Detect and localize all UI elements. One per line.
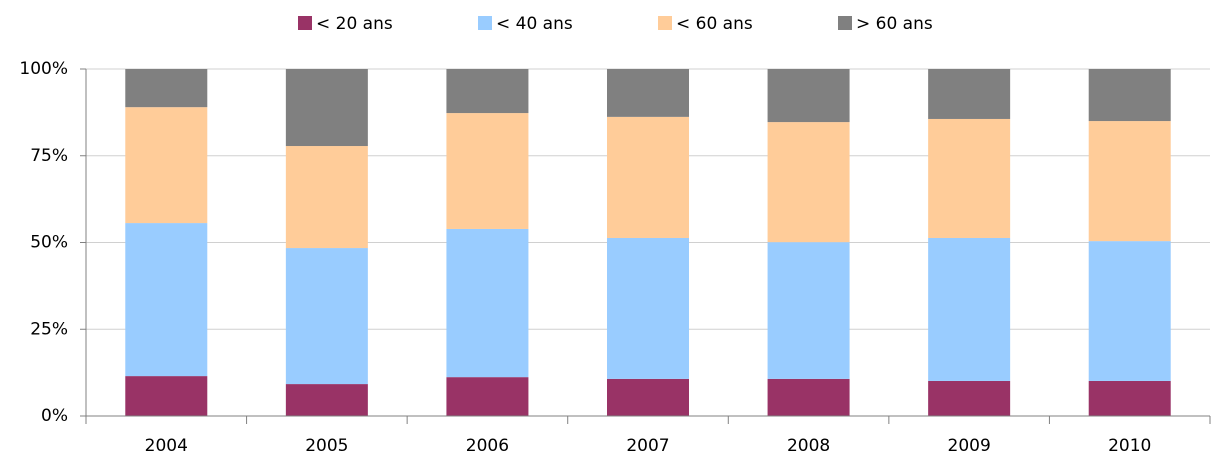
x-tick-label: 2009 (948, 436, 991, 456)
bar-segment (285, 248, 368, 385)
y-tick-label: 0% (41, 406, 68, 426)
bar-segment (125, 223, 208, 377)
bar-segment (446, 377, 529, 416)
x-tick-label: 2010 (1108, 436, 1151, 456)
bar-segment (607, 69, 689, 117)
bar-segment (285, 146, 368, 249)
legend-label: < 20 ans (316, 14, 393, 34)
legend-swatch (478, 16, 492, 30)
bar-segment (125, 69, 208, 108)
x-tick-label: 2005 (305, 436, 348, 456)
legend-swatch (298, 16, 312, 30)
bar-segment (607, 116, 689, 238)
bar-segment (767, 122, 850, 243)
legend-label: < 40 ans (496, 14, 573, 34)
bar-segment (285, 384, 368, 416)
y-tick-label: 75% (30, 146, 68, 166)
bar-segment (125, 376, 208, 416)
x-tick-label: 2008 (787, 436, 830, 456)
legend-swatch (838, 16, 852, 30)
y-tick-label: 100% (19, 59, 68, 79)
bar-segment (446, 228, 529, 378)
legend-label: < 60 ans (676, 14, 753, 34)
bar-segment (285, 69, 368, 147)
legend-label: > 60 ans (856, 14, 933, 34)
bar-segment (1088, 121, 1171, 242)
bar-segment (607, 378, 689, 416)
bar-segment (1088, 241, 1171, 381)
bar-segment (767, 242, 850, 379)
bar-segment (928, 237, 1011, 381)
x-tick-label: 2006 (466, 436, 509, 456)
legend-swatch (658, 16, 672, 30)
y-tick-label: 50% (30, 233, 68, 253)
x-tick-label: 2007 (626, 436, 669, 456)
bar-segment (446, 69, 529, 114)
bar-segment (1088, 69, 1171, 122)
bar-segment (767, 378, 850, 416)
bar-segment (928, 118, 1011, 238)
bar-segment (767, 69, 850, 123)
bar-segment (1088, 380, 1171, 416)
bar-segment (607, 237, 689, 379)
bar-segment (928, 69, 1011, 119)
bar-segment (446, 113, 529, 229)
bar-segment (125, 107, 208, 224)
y-tick-label: 25% (30, 319, 68, 339)
x-tick-label: 2004 (145, 436, 188, 456)
bar-segment (928, 380, 1011, 416)
